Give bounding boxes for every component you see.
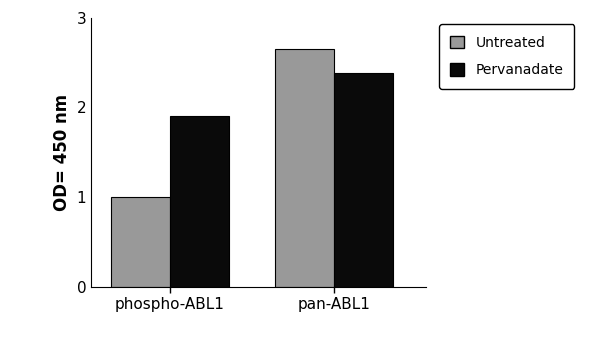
- Bar: [275, 49, 334, 287]
- Bar: [111, 197, 170, 287]
- Bar: [170, 116, 229, 287]
- Legend: Untreated, Pervanadate: Untreated, Pervanadate: [439, 25, 575, 89]
- Y-axis label: OD= 450 nm: OD= 450 nm: [53, 94, 71, 211]
- Bar: [334, 73, 393, 287]
